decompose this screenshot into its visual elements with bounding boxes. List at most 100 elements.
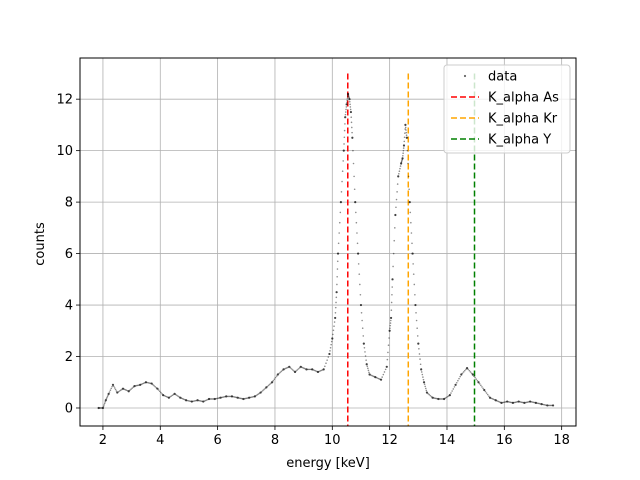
- data-point: [395, 206, 397, 209]
- data-point: [114, 388, 117, 391]
- data-point: [404, 123, 407, 127]
- data-point: [523, 401, 526, 404]
- data-point: [422, 381, 426, 384]
- y-tick-label: 6: [65, 247, 73, 262]
- data-point: [351, 136, 354, 139]
- data-point: [485, 392, 488, 394]
- data-point: [405, 136, 408, 139]
- data-point: [536, 402, 538, 404]
- data-point: [546, 404, 549, 407]
- data-point: [130, 388, 132, 391]
- data-point: [402, 152, 404, 155]
- data-point: [205, 399, 208, 401]
- data-point: [532, 401, 535, 404]
- data-point: [519, 401, 521, 403]
- data-point: [104, 401, 107, 403]
- data-point: [111, 383, 115, 386]
- x-tick-label: 8: [271, 433, 279, 448]
- data-point: [486, 393, 489, 396]
- data-point: [100, 407, 103, 409]
- legend-marker: [463, 74, 467, 78]
- data-point: [352, 162, 355, 165]
- data-point: [344, 123, 346, 125]
- data-point: [364, 351, 366, 353]
- data-point: [301, 366, 303, 369]
- data-point: [194, 399, 197, 402]
- legend-entry: K_alpha As: [488, 91, 559, 106]
- data-point: [338, 221, 341, 224]
- data-point: [390, 301, 393, 304]
- data-point: [457, 379, 459, 382]
- data-point: [507, 401, 510, 403]
- data-point: [238, 397, 240, 399]
- data-point: [291, 369, 294, 371]
- y-tick-label: 2: [65, 350, 73, 365]
- data-point: [501, 401, 504, 404]
- data-point: [410, 232, 413, 234]
- data-point: [338, 232, 340, 234]
- data-point: [328, 352, 331, 356]
- data-point: [497, 400, 499, 403]
- data-point: [213, 397, 216, 401]
- data-point: [467, 368, 469, 371]
- data-point: [163, 394, 166, 397]
- data-point: [416, 335, 419, 337]
- data-point: [217, 397, 219, 400]
- data-point: [350, 116, 353, 118]
- data-point: [383, 371, 386, 373]
- data-point: [357, 252, 360, 255]
- data-point: [401, 159, 403, 162]
- data-point: [303, 367, 306, 370]
- data-point: [336, 252, 340, 255]
- data-point: [412, 273, 415, 275]
- data-point: [391, 278, 394, 281]
- data-point: [115, 390, 118, 392]
- data-point: [335, 296, 338, 299]
- data-point: [358, 273, 361, 275]
- data-point: [243, 397, 246, 400]
- data-point: [403, 140, 406, 143]
- data-point: [509, 401, 512, 404]
- data-point: [513, 401, 515, 404]
- data-point: [349, 110, 353, 114]
- data-point: [346, 99, 349, 102]
- data-point: [147, 381, 150, 384]
- data-point: [177, 395, 179, 397]
- data-point: [432, 397, 435, 399]
- data-point: [350, 121, 353, 124]
- data-point: [104, 399, 107, 402]
- data-point: [207, 397, 211, 401]
- data-point: [220, 396, 223, 399]
- data-point: [540, 403, 543, 406]
- data-point: [290, 368, 293, 370]
- data-point: [332, 329, 335, 332]
- data-point: [203, 400, 206, 402]
- data-point: [270, 381, 274, 384]
- data-point: [388, 329, 391, 332]
- data-point: [107, 392, 110, 395]
- data-point: [346, 101, 348, 104]
- data-point: [492, 398, 495, 401]
- data-point: [415, 311, 417, 314]
- data-point: [234, 396, 237, 398]
- data-point: [181, 397, 184, 400]
- data-point: [384, 368, 387, 371]
- data-point: [176, 394, 178, 397]
- data-point: [502, 401, 505, 404]
- data-point: [412, 263, 414, 265]
- data-point: [396, 191, 398, 193]
- data-point: [504, 401, 506, 403]
- data-point: [125, 389, 128, 392]
- data-point: [341, 180, 343, 183]
- data-point: [404, 126, 407, 129]
- data-point: [225, 395, 228, 398]
- data-point: [543, 403, 545, 406]
- data-point: [360, 311, 363, 314]
- data-point: [279, 371, 281, 374]
- data-point: [339, 211, 342, 214]
- data-point: [325, 362, 327, 365]
- data-point: [483, 388, 486, 392]
- data-point: [144, 381, 148, 384]
- data-point: [544, 404, 546, 406]
- data-point: [390, 309, 393, 311]
